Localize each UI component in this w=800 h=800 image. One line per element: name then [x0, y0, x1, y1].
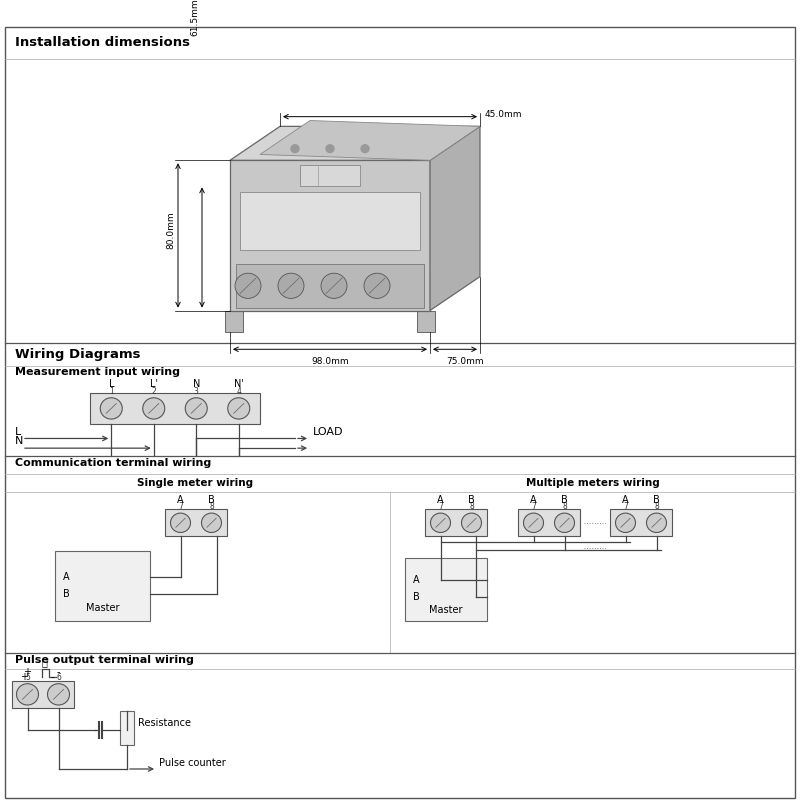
Text: Measurement input wiring: Measurement input wiring [15, 366, 180, 377]
Text: 80.0mm: 80.0mm [166, 212, 175, 250]
Text: Pulse output terminal wiring: Pulse output terminal wiring [15, 655, 194, 666]
Text: B: B [468, 495, 475, 506]
Circle shape [278, 274, 304, 298]
Circle shape [17, 684, 38, 705]
Text: A: A [63, 573, 70, 582]
Circle shape [326, 145, 334, 153]
Text: Communication terminal wiring: Communication terminal wiring [15, 458, 211, 468]
Text: 5: 5 [25, 673, 30, 682]
Circle shape [554, 513, 574, 533]
Text: L': L' [150, 379, 158, 389]
Bar [236, 264, 424, 308]
Circle shape [235, 274, 261, 298]
Circle shape [364, 274, 390, 298]
Text: Master: Master [86, 603, 119, 613]
Circle shape [100, 398, 122, 419]
Circle shape [430, 513, 450, 533]
Text: +: + [20, 672, 28, 682]
Text: L: L [15, 426, 22, 437]
Polygon shape [230, 126, 480, 160]
Text: A: A [622, 495, 629, 506]
Text: 7: 7 [531, 502, 536, 511]
Bar [240, 192, 420, 250]
Bar [405, 558, 487, 621]
Circle shape [462, 513, 482, 533]
Text: ⍼: ⍼ [41, 658, 47, 667]
Bar [12, 681, 74, 708]
Text: Resistance: Resistance [138, 718, 191, 728]
Text: Installation dimensions: Installation dimensions [15, 35, 190, 49]
Text: B: B [561, 495, 568, 506]
Circle shape [615, 513, 635, 533]
Text: 3: 3 [194, 387, 198, 396]
Bar [230, 160, 430, 310]
Text: 7: 7 [438, 502, 443, 511]
Text: B: B [63, 589, 70, 599]
Text: 8: 8 [469, 502, 474, 511]
Circle shape [170, 513, 190, 533]
Bar [417, 310, 435, 332]
Bar [165, 510, 227, 536]
Text: Wiring Diagrams: Wiring Diagrams [15, 348, 141, 361]
Text: 4: 4 [236, 387, 241, 396]
Bar [55, 551, 150, 621]
Bar [300, 165, 360, 186]
Text: 6: 6 [56, 673, 61, 682]
Text: N: N [193, 379, 200, 389]
Circle shape [228, 398, 250, 419]
Polygon shape [430, 126, 480, 310]
Polygon shape [260, 121, 480, 160]
Circle shape [186, 398, 207, 419]
Circle shape [361, 145, 369, 153]
Bar [225, 310, 243, 332]
Circle shape [47, 684, 70, 705]
Text: B: B [653, 495, 660, 506]
Bar [90, 393, 260, 424]
Text: B: B [413, 592, 420, 602]
Text: N: N [15, 436, 23, 446]
Text: 98.0mm: 98.0mm [311, 357, 349, 366]
Text: -: - [57, 667, 60, 677]
Text: -: - [50, 672, 54, 682]
Text: 45.0mm: 45.0mm [485, 110, 522, 119]
Circle shape [291, 145, 299, 153]
Text: Master: Master [430, 605, 462, 615]
Text: +: + [23, 667, 31, 677]
Text: A: A [177, 495, 184, 506]
Text: LOAD: LOAD [313, 426, 343, 437]
Circle shape [646, 513, 666, 533]
Bar [425, 510, 487, 536]
Text: 75.0mm: 75.0mm [446, 357, 484, 366]
Text: 2: 2 [151, 387, 156, 396]
Circle shape [321, 274, 347, 298]
Text: 8: 8 [654, 502, 659, 511]
Text: 8: 8 [209, 502, 214, 511]
Bar [610, 510, 672, 536]
Text: Pulse counter: Pulse counter [159, 758, 226, 768]
Bar [120, 711, 134, 745]
Text: N': N' [234, 379, 244, 389]
Text: Single meter wiring: Single meter wiring [137, 478, 253, 488]
Text: 61.5mm: 61.5mm [190, 0, 199, 36]
Text: A: A [413, 574, 420, 585]
Text: A: A [530, 495, 537, 506]
Text: 7: 7 [178, 502, 183, 511]
Circle shape [523, 513, 543, 533]
Circle shape [202, 513, 222, 533]
Text: 8: 8 [562, 502, 567, 511]
Bar [518, 510, 580, 536]
Text: L: L [109, 379, 114, 389]
Text: Multiple meters wiring: Multiple meters wiring [526, 478, 659, 488]
Circle shape [142, 398, 165, 419]
Text: 1: 1 [109, 387, 114, 396]
Text: 7: 7 [623, 502, 628, 511]
Text: B: B [208, 495, 215, 506]
Text: A: A [437, 495, 444, 506]
